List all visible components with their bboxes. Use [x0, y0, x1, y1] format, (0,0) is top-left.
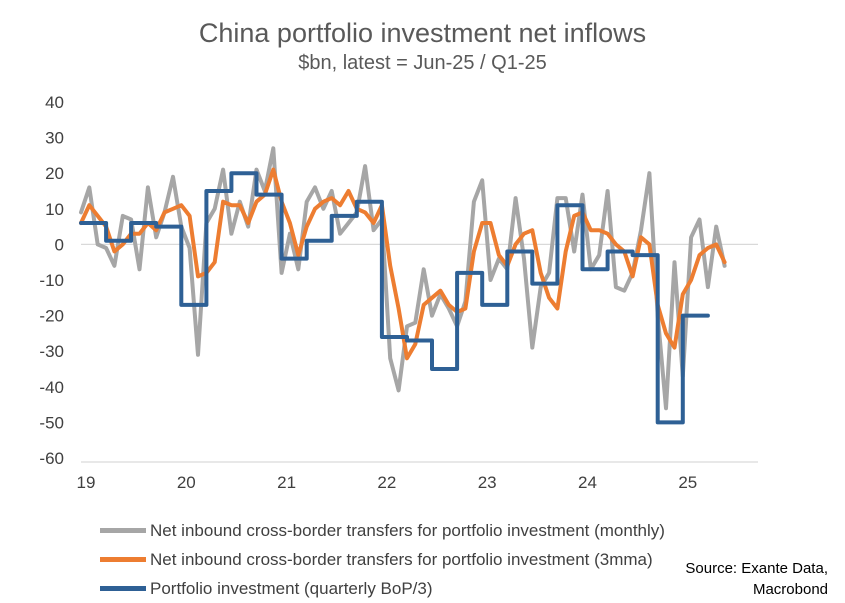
x-tick-label: 21	[277, 473, 296, 492]
chart-title-block: China portfolio investment net inflows $…	[0, 16, 845, 76]
legend-label-3mma: Net inbound cross-border transfers for p…	[150, 549, 653, 569]
chart-subtitle: $bn, latest = Jun-25 / Q1-25	[298, 52, 547, 74]
source-line-2: Macrobond	[752, 581, 828, 598]
y-tick-label: -40	[39, 378, 64, 397]
legend-label-monthly: Net inbound cross-border transfers for p…	[150, 520, 665, 540]
series-line-bop	[79, 171, 710, 425]
legend-item-3mma: Net inbound cross-border transfers for p…	[100, 545, 665, 574]
legend-label-bop: Portfolio investment (quarterly BoP/3)	[150, 578, 433, 598]
x-tick-label: 23	[478, 473, 497, 492]
x-tick-label: 25	[678, 473, 697, 492]
series-line-monthly	[79, 146, 727, 411]
legend: Net inbound cross-border transfers for p…	[100, 516, 665, 603]
legend-swatch-monthly	[100, 528, 146, 533]
x-tick-label: 24	[578, 473, 597, 492]
x-tick-label: 22	[377, 473, 396, 492]
series-line-3mma	[79, 167, 727, 361]
y-tick-label: 10	[45, 200, 64, 219]
y-tick-label: -10	[39, 271, 64, 290]
y-tick-label: 20	[45, 164, 64, 183]
y-tick-label: 30	[45, 129, 64, 148]
y-tick-label: 40	[45, 93, 64, 112]
source-note: Source: Exante Data, Macrobond	[685, 558, 828, 600]
chart-title: China portfolio investment net inflows	[198, 18, 647, 48]
y-tick-label: -30	[39, 342, 64, 361]
x-tick-label: 20	[177, 473, 196, 492]
legend-swatch-bop	[100, 586, 146, 591]
y-tick-label: -20	[39, 307, 64, 326]
x-tick-label: 19	[77, 473, 96, 492]
y-tick-label: -60	[39, 449, 64, 468]
source-line-1: Source: Exante Data,	[685, 560, 828, 577]
y-tick-label: 0	[55, 235, 64, 254]
y-tick-label: -50	[39, 413, 64, 432]
legend-item-bop: Portfolio investment (quarterly BoP/3)	[100, 574, 665, 603]
legend-swatch-3mma	[100, 557, 146, 562]
legend-item-monthly: Net inbound cross-border transfers for p…	[100, 516, 665, 545]
